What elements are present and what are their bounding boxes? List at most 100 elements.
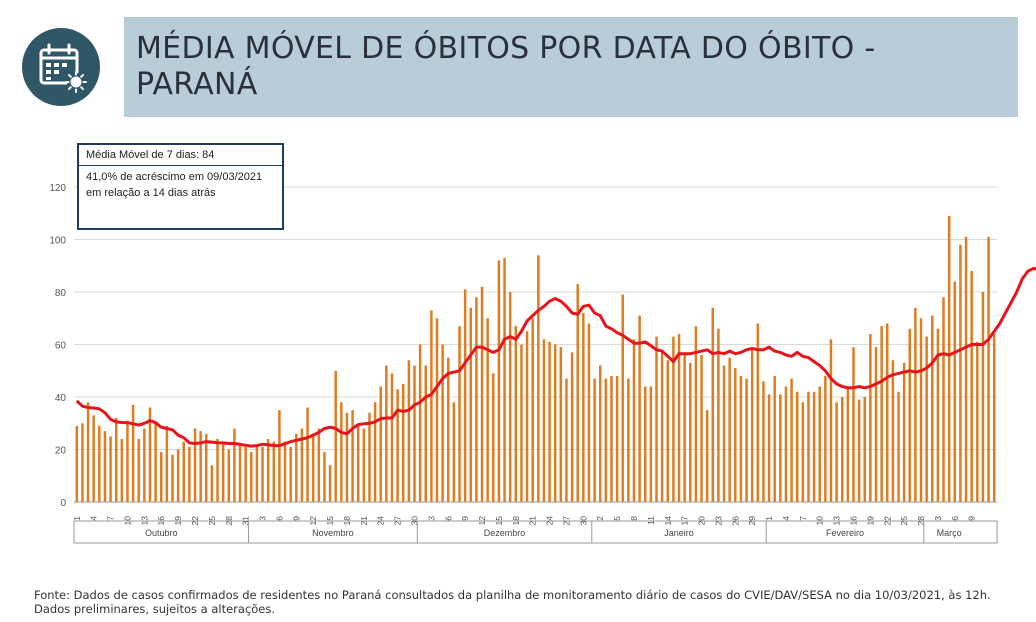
bar — [233, 428, 236, 502]
x-tick-label: 21 — [359, 516, 369, 526]
bar — [131, 404, 135, 502]
bar — [542, 339, 546, 502]
bar — [514, 326, 518, 502]
x-tick-label: 6 — [443, 516, 453, 521]
y-tick-label: 80 — [55, 288, 67, 299]
x-tick-label: 29 — [747, 516, 757, 526]
bar — [829, 339, 833, 502]
bar — [120, 439, 124, 502]
title-bar: MÉDIA MÓVEL DE ÓBITOS POR DATA DO ÓBITO … — [124, 17, 1018, 117]
bar — [846, 386, 850, 502]
bar — [553, 344, 557, 502]
bar — [660, 352, 664, 502]
bar — [244, 446, 247, 502]
bar — [435, 318, 439, 502]
bar — [689, 362, 692, 502]
bar — [559, 347, 563, 502]
bar — [373, 402, 377, 502]
x-tick-label: 3 — [258, 516, 268, 521]
bar — [227, 449, 231, 502]
bar — [250, 452, 253, 502]
bar — [638, 315, 641, 502]
bar — [897, 391, 900, 502]
bar — [576, 284, 579, 502]
bar — [767, 394, 771, 502]
bar — [644, 386, 647, 502]
bar — [627, 378, 630, 502]
month-label: Março — [937, 528, 962, 538]
x-tick-label: 9 — [967, 516, 977, 521]
bar — [750, 347, 754, 502]
month-label: Novembro — [312, 528, 354, 538]
bar — [914, 307, 917, 502]
bar — [103, 431, 107, 502]
bar — [773, 376, 776, 502]
bar — [317, 428, 321, 502]
bar — [407, 360, 411, 502]
bar — [739, 376, 743, 502]
bar — [919, 318, 923, 502]
bar — [356, 425, 360, 502]
bar — [379, 386, 382, 502]
bar — [942, 297, 945, 502]
x-tick-label: 17 — [680, 516, 690, 526]
bar — [351, 410, 354, 502]
bar — [959, 244, 962, 502]
bar — [255, 444, 259, 502]
bar — [295, 433, 298, 502]
bar — [492, 373, 495, 502]
bar — [762, 381, 765, 502]
bar — [520, 344, 523, 502]
bar — [745, 378, 748, 502]
increase-note-box: 41,0% de acréscimo em 09/03/2021 em rela… — [77, 166, 284, 230]
page-title: MÉDIA MÓVEL DE ÓBITOS POR DATA DO ÓBITO … — [136, 31, 876, 102]
bar — [711, 307, 715, 502]
x-tick-label: 9 — [460, 516, 470, 521]
bar — [300, 428, 304, 502]
bar — [323, 452, 326, 502]
bar — [863, 397, 866, 502]
x-tick-label: 5 — [612, 516, 622, 521]
bar — [818, 386, 821, 502]
bar — [936, 328, 940, 502]
bar — [385, 365, 388, 502]
bar — [795, 391, 799, 502]
bar — [525, 331, 529, 502]
bar — [424, 365, 427, 502]
x-tick-label: 18 — [511, 516, 521, 526]
bar — [582, 313, 585, 502]
bar — [92, 415, 95, 502]
bar — [272, 441, 276, 502]
bar — [193, 428, 197, 502]
x-tick-label: 18 — [342, 516, 352, 526]
bar — [480, 286, 484, 502]
bar — [486, 318, 489, 502]
bar — [413, 365, 416, 502]
month-label: Dezembro — [484, 528, 526, 538]
bar — [210, 465, 214, 502]
x-tick-label: 26 — [730, 516, 740, 526]
bar — [396, 389, 399, 502]
bar — [947, 215, 951, 502]
y-tick-label: 60 — [55, 341, 67, 352]
moving-average-value-box: Média Móvel de 7 dias: 84 — [77, 143, 284, 167]
x-tick-label: 20 — [697, 516, 707, 526]
bar — [694, 326, 698, 502]
bar — [447, 357, 450, 502]
x-tick-label: 30 — [409, 516, 419, 526]
month-label: Fevereiro — [826, 528, 864, 538]
month-label: Janeiro — [664, 528, 694, 538]
x-tick-label: 4 — [781, 516, 791, 521]
bar — [880, 326, 883, 502]
bar — [925, 336, 928, 502]
bar — [463, 289, 467, 502]
bar — [390, 373, 394, 502]
bar — [587, 323, 591, 502]
bar — [176, 449, 180, 502]
x-tick-label: 30 — [578, 516, 588, 526]
bar — [261, 446, 264, 502]
month-label: Outubro — [145, 528, 178, 538]
x-tick-label: 12 — [477, 516, 487, 526]
bar — [368, 412, 371, 502]
bar — [598, 365, 602, 502]
